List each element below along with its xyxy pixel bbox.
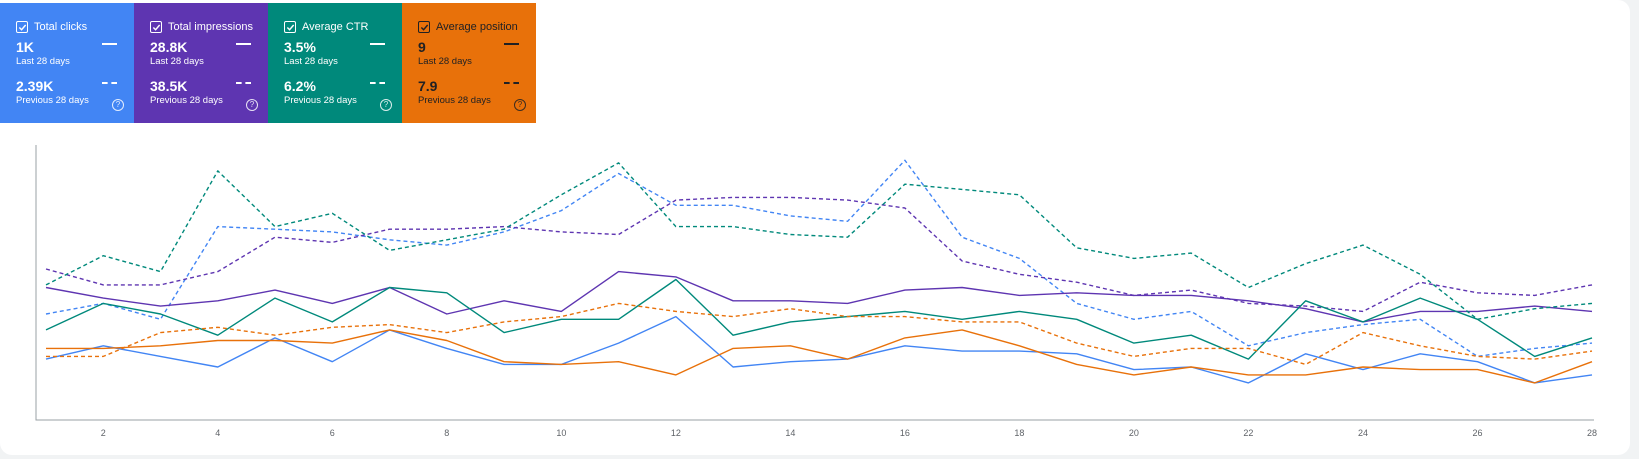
solid-line-legend-icon — [102, 43, 117, 45]
series-line-clicks-previous[interactable] — [45, 159, 1593, 358]
metric-cards: Total clicks 1K Last 28 days 2.39K Previ… — [0, 3, 536, 123]
series-line-pos-previous[interactable] — [46, 302, 1593, 366]
checkmark-icon — [420, 24, 428, 31]
dashed-line-legend-icon — [102, 82, 117, 84]
current-period: Last 28 days — [150, 56, 204, 67]
previous-period: Previous 28 days — [150, 95, 223, 106]
previous-period: Previous 28 days — [16, 95, 89, 106]
dashed-line-legend-icon — [370, 82, 385, 84]
dashed-line-legend-icon — [236, 82, 251, 84]
series-line-ctr-current[interactable] — [45, 278, 1593, 360]
x-tick-label: 14 — [785, 428, 795, 438]
previous-value: 7.9 — [418, 78, 438, 94]
axis-line — [35, 145, 1594, 421]
card-average-position[interactable]: Average position 9 Last 28 days 7.9 Prev… — [402, 3, 536, 123]
help-icon[interactable]: ? — [380, 99, 392, 111]
previous-metric: 7.9 Previous 28 days — [418, 78, 536, 113]
current-period: Last 28 days — [418, 56, 472, 67]
current-period: Last 28 days — [284, 56, 338, 67]
card-average-ctr[interactable]: Average CTR 3.5% Last 28 days 6.2% Previ… — [268, 3, 402, 123]
previous-value: 6.2% — [284, 78, 316, 94]
card-total-clicks[interactable]: Total clicks 1K Last 28 days 2.39K Previ… — [0, 3, 134, 123]
x-tick-label: 26 — [1472, 428, 1482, 438]
card-total-impressions[interactable]: Total impressions 28.8K Last 28 days 38.… — [134, 3, 268, 123]
previous-value: 38.5K — [150, 78, 188, 94]
x-tick-label: 22 — [1243, 428, 1253, 438]
help-icon[interactable]: ? — [514, 99, 526, 111]
checkbox-average-ctr[interactable] — [284, 21, 296, 33]
previous-value: 2.39K — [16, 78, 54, 94]
card-title: Average position — [436, 21, 518, 33]
x-tick-label: 20 — [1129, 428, 1139, 438]
x-tick-label: 2 — [101, 428, 106, 438]
x-tick-label: 12 — [671, 428, 681, 438]
chart-axes — [35, 145, 1594, 421]
checkmark-icon — [18, 24, 26, 31]
card-title: Total impressions — [168, 21, 253, 33]
solid-line-legend-icon — [236, 43, 251, 45]
series-line-impr-current[interactable] — [45, 270, 1593, 323]
checkbox-total-impressions[interactable] — [150, 21, 162, 33]
chart-series — [45, 159, 1593, 384]
previous-period: Previous 28 days — [284, 95, 357, 106]
current-metric: 28.8K Last 28 days — [150, 39, 268, 74]
series-line-clicks-current[interactable] — [45, 315, 1593, 384]
current-value: 1K — [16, 39, 34, 55]
series-line-ctr-previous[interactable] — [45, 162, 1593, 320]
previous-metric: 6.2% Previous 28 days — [284, 78, 402, 113]
current-value: 3.5% — [284, 39, 316, 55]
x-tick-label: 18 — [1014, 428, 1024, 438]
current-metric: 3.5% Last 28 days — [284, 39, 402, 74]
current-value: 9 — [418, 39, 426, 55]
help-icon[interactable]: ? — [246, 99, 258, 111]
card-title: Average CTR — [302, 21, 369, 33]
x-tick-label: 16 — [900, 428, 910, 438]
x-tick-label: 8 — [444, 428, 449, 438]
previous-metric: 38.5K Previous 28 days — [150, 78, 268, 113]
checkmark-icon — [286, 24, 294, 31]
current-metric: 1K Last 28 days — [16, 39, 134, 74]
card-title: Total clicks — [34, 21, 88, 33]
x-tick-label: 10 — [556, 428, 566, 438]
series-line-impr-previous[interactable] — [45, 196, 1593, 313]
x-tick-label: 6 — [330, 428, 335, 438]
previous-period: Previous 28 days — [418, 95, 491, 106]
x-tick-label: 24 — [1358, 428, 1368, 438]
current-metric: 9 Last 28 days — [418, 39, 536, 74]
series-line-pos-current[interactable] — [46, 329, 1593, 384]
x-tick-label: 4 — [215, 428, 220, 438]
dashed-line-legend-icon — [504, 82, 519, 84]
x-tick-label: 28 — [1587, 428, 1597, 438]
checkbox-average-position[interactable] — [418, 21, 430, 33]
help-icon[interactable]: ? — [112, 99, 124, 111]
current-period: Last 28 days — [16, 56, 70, 67]
previous-metric: 2.39K Previous 28 days — [16, 78, 134, 113]
checkbox-total-clicks[interactable] — [16, 21, 28, 33]
solid-line-legend-icon — [370, 43, 385, 45]
solid-line-legend-icon — [504, 43, 519, 45]
current-value: 28.8K — [150, 39, 188, 55]
x-axis-ticks: 2 4 6 8 10 12 14 16 18 20 22 24 26 28 — [101, 428, 1597, 438]
checkmark-icon — [152, 24, 160, 31]
